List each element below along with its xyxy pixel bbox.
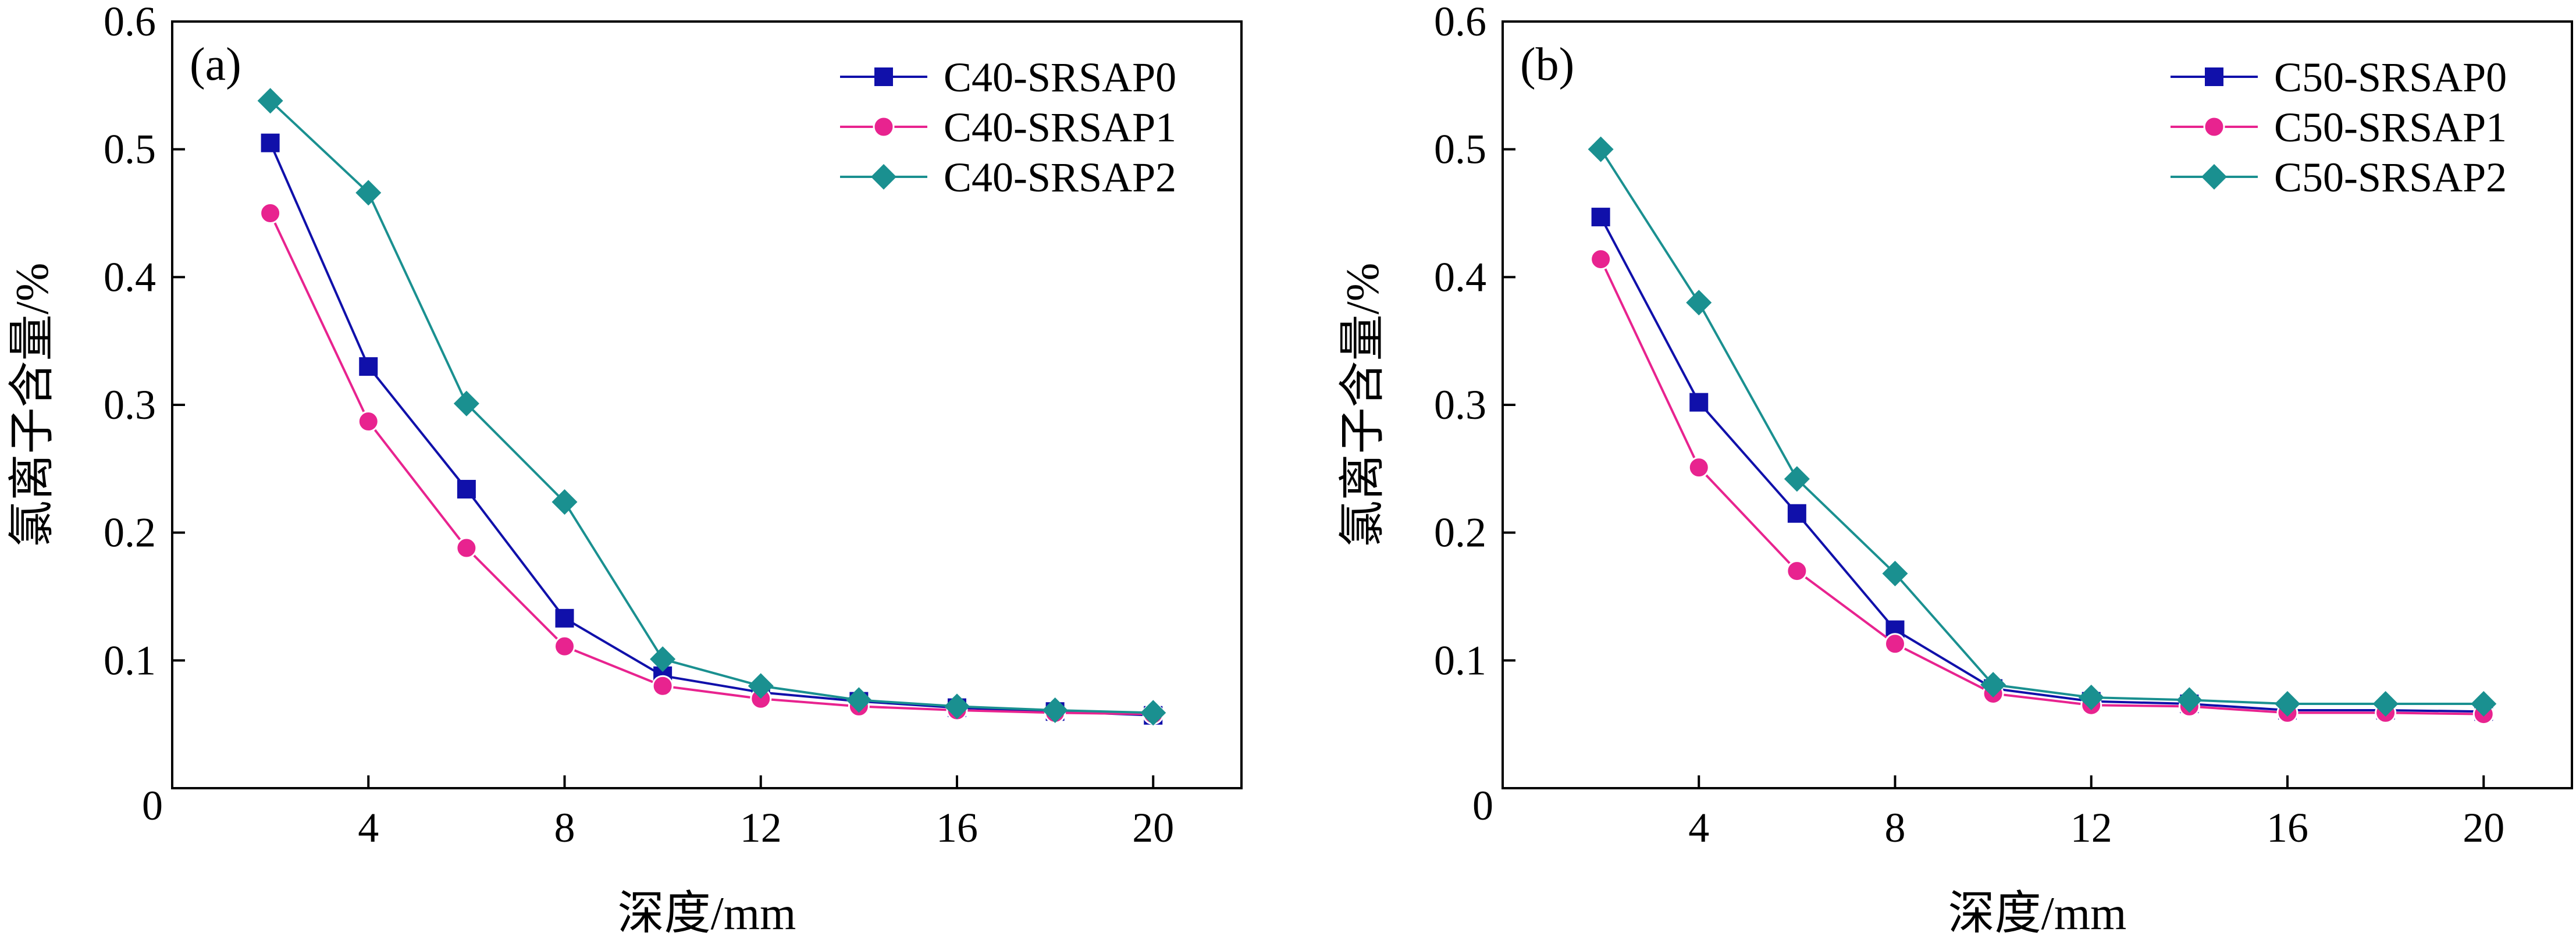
data-point bbox=[2176, 687, 2203, 713]
legend-item: C40-SRSAP0 bbox=[840, 54, 1176, 101]
x-tick-label: 20 bbox=[1132, 804, 1174, 851]
data-point bbox=[1882, 560, 1908, 586]
data-point bbox=[1784, 466, 1810, 492]
y-tick-label: 0.1 bbox=[104, 637, 156, 683]
x-axis-title: 深度/mm bbox=[1948, 888, 2127, 939]
y-axis-title: 氯离子含量/% bbox=[1337, 263, 1389, 547]
legend-item: C50-SRSAP2 bbox=[2171, 154, 2507, 201]
series-line bbox=[269, 142, 1154, 717]
data-point bbox=[1042, 697, 1068, 724]
x-tick-label: 4 bbox=[358, 804, 379, 851]
data-point bbox=[259, 202, 282, 224]
legend-label: C50-SRSAP2 bbox=[2274, 154, 2507, 201]
data-point bbox=[555, 608, 574, 628]
data-point bbox=[552, 489, 578, 515]
data-point bbox=[261, 133, 280, 152]
chart-panel-b: 0.1 0.2 0.3 0.4 0.5 0.6 4 8 12 16 20 0 深度/mm 氯离子含量/% (… bbox=[1337, 0, 2573, 939]
data-point bbox=[553, 635, 575, 657]
series-line bbox=[269, 99, 1154, 714]
series-line bbox=[1599, 258, 2484, 715]
data-point bbox=[1588, 136, 1614, 162]
x-tick-label: 8 bbox=[554, 804, 575, 851]
series-C50-SRSAP2 bbox=[1588, 136, 2497, 717]
series-line bbox=[269, 212, 1154, 715]
data-point bbox=[1787, 504, 1806, 523]
y-tick-label: 0.5 bbox=[1434, 126, 1486, 173]
x-tick-label: 12 bbox=[2070, 804, 2112, 851]
data-point bbox=[2274, 691, 2300, 717]
origin-label: 0 bbox=[1472, 782, 1493, 829]
series-C40-SRSAP2 bbox=[257, 88, 1166, 726]
x-tick-label: 8 bbox=[1884, 804, 1905, 851]
data-point bbox=[1686, 290, 1712, 316]
panel-label: (b) bbox=[1520, 39, 1574, 90]
y-tick-label: 0.5 bbox=[104, 126, 156, 173]
data-point bbox=[355, 180, 382, 206]
y-tick-label: 0.1 bbox=[1434, 637, 1486, 683]
x-tick-label: 16 bbox=[2267, 804, 2308, 851]
series-line bbox=[1599, 216, 2484, 713]
data-point bbox=[1688, 457, 1710, 479]
y-tick-label: 0.3 bbox=[104, 382, 156, 428]
origin-label: 0 bbox=[142, 782, 163, 829]
x-tick-label: 20 bbox=[2463, 804, 2504, 851]
y-tick-label: 0.4 bbox=[104, 254, 156, 300]
legend-marker bbox=[871, 164, 896, 190]
panel-label: (a) bbox=[190, 39, 241, 90]
data-point bbox=[2471, 691, 2497, 717]
legend-label: C40-SRSAP1 bbox=[944, 104, 1176, 151]
data-point bbox=[1590, 248, 1612, 270]
data-point bbox=[453, 390, 479, 416]
data-point bbox=[1591, 208, 1610, 227]
x-tick-label: 12 bbox=[740, 804, 782, 851]
legend-marker bbox=[2201, 164, 2227, 190]
legend-label: C50-SRSAP0 bbox=[2274, 54, 2507, 101]
data-point bbox=[457, 479, 476, 499]
data-point bbox=[456, 537, 478, 559]
data-point bbox=[357, 411, 379, 433]
legend-marker bbox=[873, 116, 895, 138]
data-point bbox=[1884, 633, 1906, 655]
data-point bbox=[944, 693, 970, 720]
series-C40-SRSAP0 bbox=[261, 133, 1163, 725]
chart-panel-a: 0.1 0.2 0.3 0.4 0.5 0.6 4 8 12 16 20 0 深度/mm 氯离子含量/% (… bbox=[7, 0, 1243, 939]
data-point bbox=[1786, 560, 1808, 582]
legend-marker bbox=[2203, 116, 2225, 138]
data-point bbox=[2372, 691, 2399, 717]
y-tick-label: 0.3 bbox=[1434, 382, 1486, 428]
data-point bbox=[2078, 685, 2104, 711]
data-point bbox=[1140, 700, 1166, 726]
x-axis-title: 深度/mm bbox=[618, 888, 796, 939]
x-tick-label: 16 bbox=[936, 804, 978, 851]
legend-item: C40-SRSAP2 bbox=[840, 154, 1176, 201]
legend-item: C50-SRSAP0 bbox=[2171, 54, 2507, 101]
y-tick-label: 0.6 bbox=[1434, 0, 1486, 45]
data-point bbox=[846, 687, 872, 713]
data-point bbox=[652, 675, 674, 697]
legend-item: C40-SRSAP1 bbox=[840, 104, 1176, 151]
legend-label: C50-SRSAP1 bbox=[2274, 104, 2507, 151]
data-point bbox=[359, 357, 378, 376]
series-C50-SRSAP0 bbox=[1591, 208, 2493, 721]
y-tick-label: 0.2 bbox=[1434, 510, 1486, 556]
legend-marker bbox=[2205, 67, 2223, 86]
data-point bbox=[748, 673, 774, 699]
y-tick-label: 0.2 bbox=[104, 510, 156, 556]
data-point bbox=[1689, 393, 1709, 412]
legend-label: C40-SRSAP2 bbox=[944, 154, 1176, 201]
series-C50-SRSAP1 bbox=[1590, 248, 2495, 725]
legend-item: C50-SRSAP1 bbox=[2171, 104, 2507, 151]
data-point bbox=[650, 646, 676, 672]
data-point bbox=[257, 88, 283, 114]
series-line bbox=[1599, 148, 2484, 706]
data-point bbox=[1980, 672, 2006, 698]
y-tick-label: 0.6 bbox=[104, 0, 156, 45]
y-axis-title: 氯离子含量/% bbox=[7, 263, 58, 547]
y-tick-label: 0.4 bbox=[1434, 254, 1486, 300]
series-C40-SRSAP1 bbox=[259, 202, 1164, 725]
legend-label: C40-SRSAP0 bbox=[944, 54, 1176, 101]
x-tick-label: 4 bbox=[1688, 804, 1709, 851]
legend-marker bbox=[874, 67, 893, 86]
